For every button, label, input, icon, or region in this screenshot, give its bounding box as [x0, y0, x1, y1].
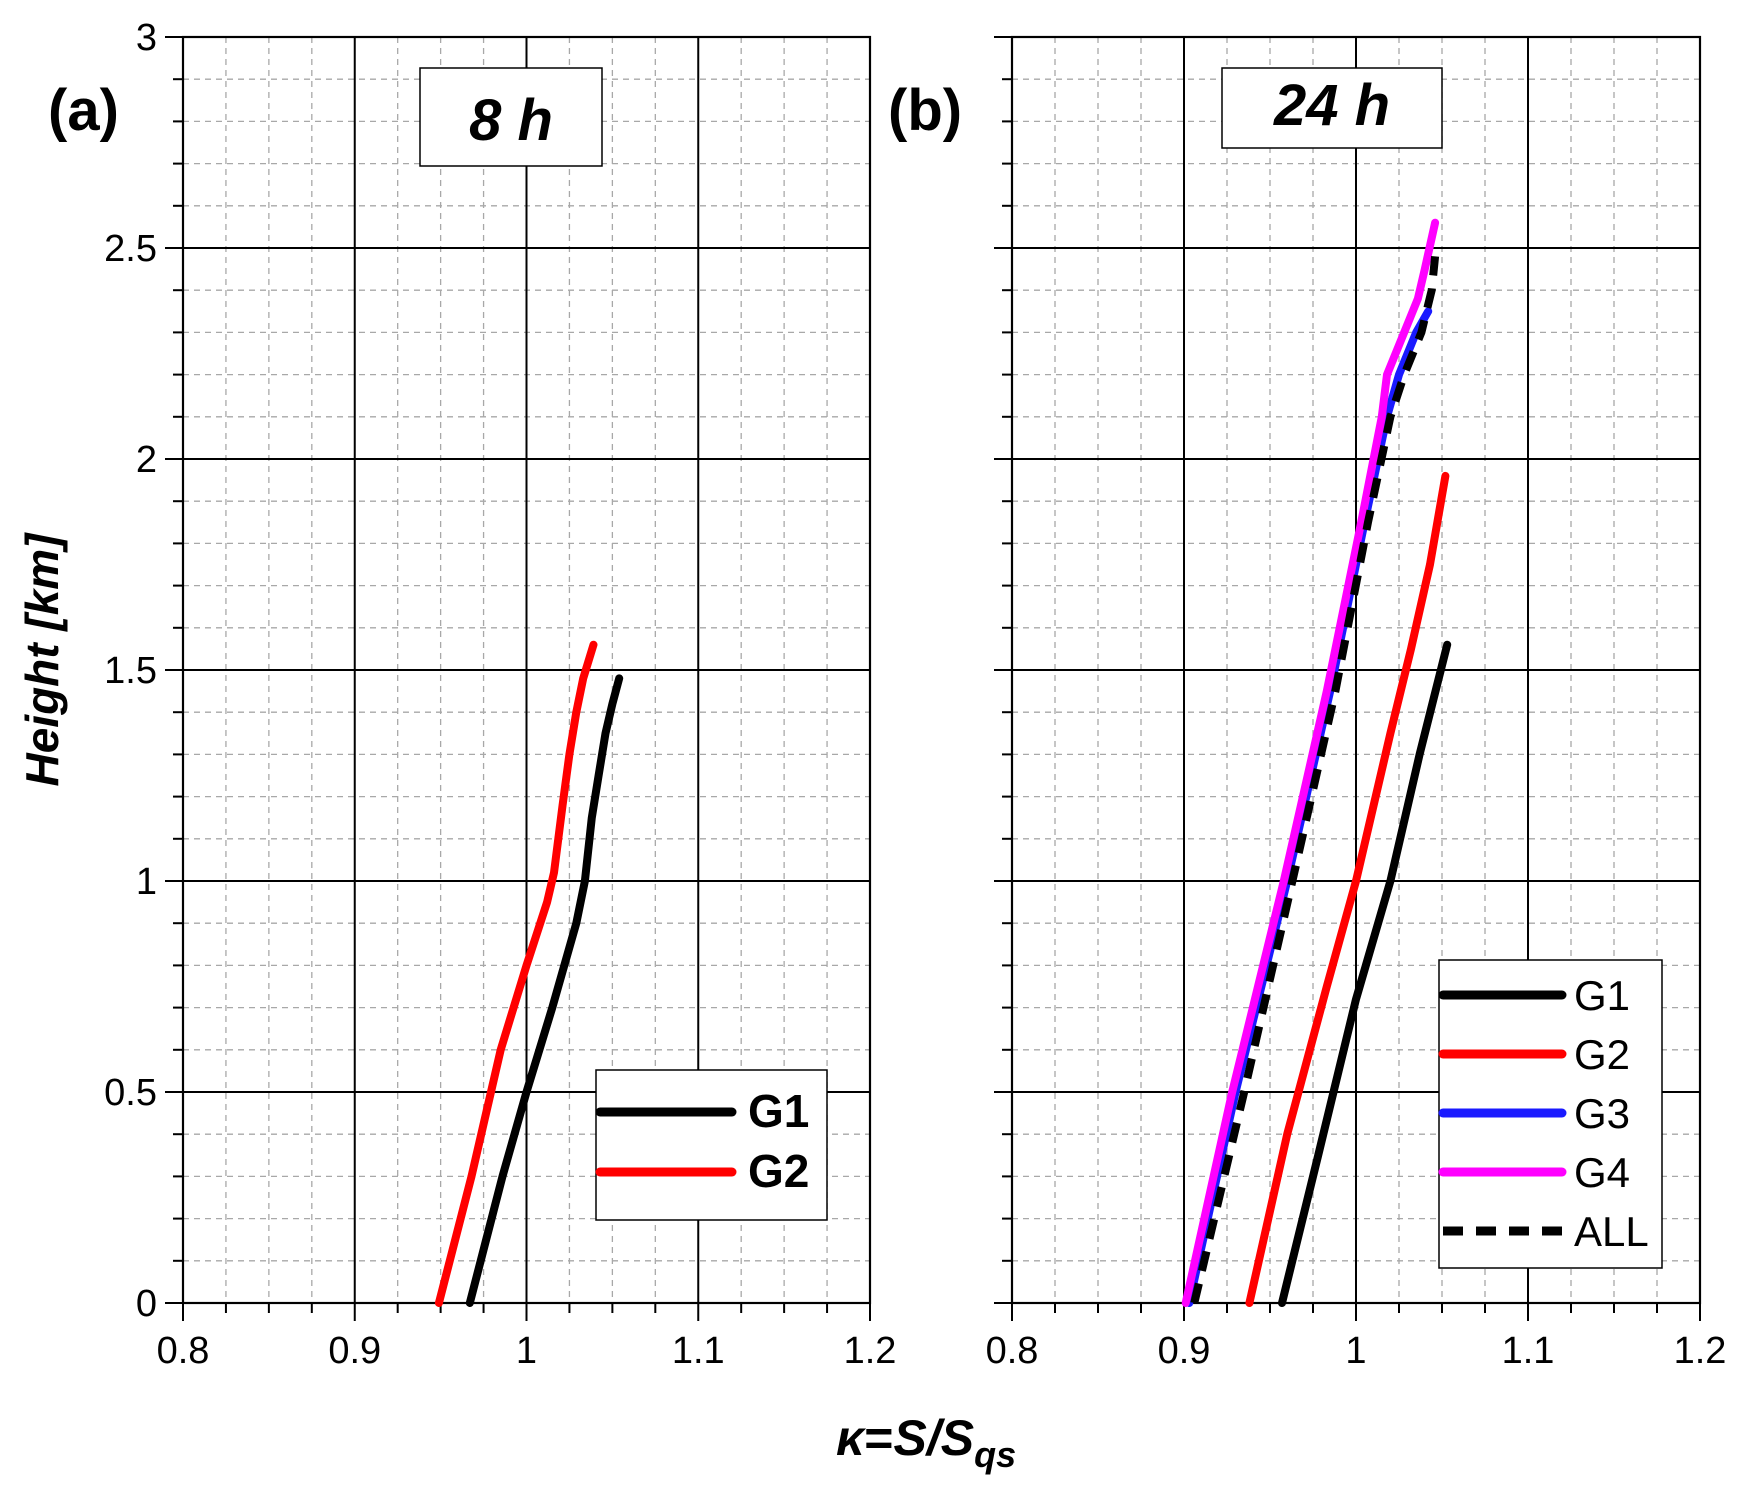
y-tick-label: 1.5: [104, 650, 157, 692]
panel-b: 0.8 0.9 1 1.1 1.2 (b) 24 h G1 G2 G3 G4 ALL: [888, 35, 1727, 1372]
x-tick-label: 1.1: [672, 1330, 725, 1372]
panel-label: (b): [888, 78, 962, 143]
x-tick-label: 1.2: [844, 1330, 897, 1372]
y-tick-label: 0: [136, 1283, 157, 1325]
time-label: 8 h: [469, 88, 553, 153]
x-axis-title-eq: =: [864, 1410, 893, 1466]
y-tick-label: 2.5: [104, 228, 157, 270]
y-tick-label: 0.5: [104, 1072, 157, 1114]
series-line-g2: [1245, 471, 1450, 1307]
x-tick-label: 1: [516, 1330, 537, 1372]
x-tick-label: 0.9: [328, 1330, 381, 1372]
legend-label-g1: G1: [748, 1085, 809, 1137]
legend-label-g4: G4: [1574, 1149, 1630, 1196]
time-label: 24 h: [1273, 73, 1390, 138]
x-tick-label: 1.1: [1502, 1330, 1555, 1372]
y-tick-label: 2: [136, 439, 157, 481]
x-tick-label: 0.8: [986, 1330, 1039, 1372]
panel-a: 0.8 0.9 1 1.1 1.2 0 0.5 1 1.5 2 2.5 3 (a) 8 h G1 G2: [48, 17, 896, 1372]
y-axis-title-text: Height [km]: [16, 532, 68, 787]
legend-label-g3: G3: [1574, 1090, 1630, 1137]
series-line-g4: [1181, 218, 1440, 1307]
legend-label-all: ALL: [1574, 1208, 1649, 1255]
x-tick-label: 0.9: [1158, 1330, 1211, 1372]
x-axis-title: κ=S/Sqs: [836, 1410, 1016, 1475]
x-tick-label: 0.8: [157, 1330, 210, 1372]
series-line-g2: [434, 640, 598, 1307]
x-axis-title-sub: qs: [974, 1434, 1016, 1475]
y-tick-label: 3: [136, 17, 157, 59]
legend-label-g2: G2: [748, 1145, 809, 1197]
time-label-box: [1221, 67, 1443, 149]
y-axis-title: Height [km]: [16, 532, 68, 787]
series-line-g1: [465, 674, 624, 1307]
panel-label: (a): [48, 78, 119, 143]
x-axis-title-s: S/S: [894, 1410, 975, 1466]
x-axis-title-kappa: κ: [836, 1410, 867, 1466]
y-tick-label: 1: [136, 861, 157, 903]
time-label-box: [419, 67, 603, 167]
x-tick-label: 1: [1345, 1330, 1366, 1372]
series-line-g1: [1278, 640, 1452, 1307]
legend-label-g2: G2: [1574, 1031, 1630, 1078]
legend-box: [595, 1069, 828, 1221]
x-tick-label: 1.2: [1674, 1330, 1727, 1372]
legend-label-g1: G1: [1574, 972, 1630, 1019]
